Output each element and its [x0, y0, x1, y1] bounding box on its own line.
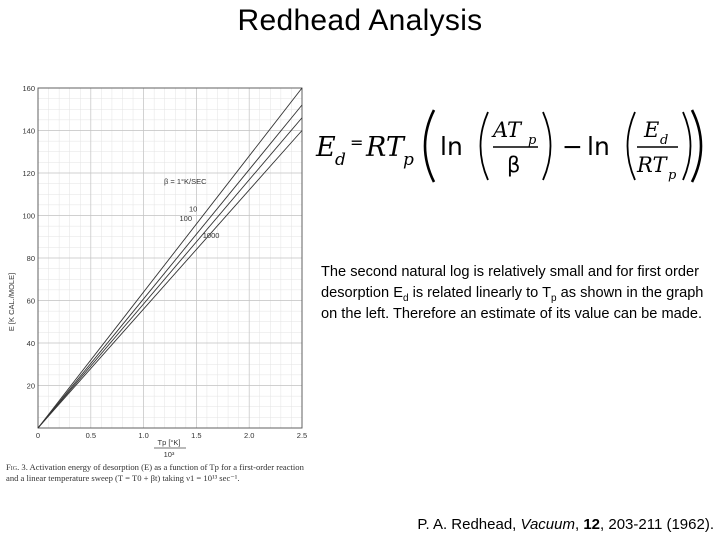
eq-energy: E — [315, 132, 336, 163]
x-tick-label: 1.5 — [191, 431, 201, 440]
eq-minus: − — [562, 132, 583, 161]
series-line-beta-100 — [37, 117, 303, 429]
citation-journal: Vacuum — [520, 516, 575, 533]
y-tick-label: 160 — [22, 84, 35, 93]
eq-num1: AT — [491, 118, 523, 142]
y-axis-label: E [K CAL./MOLE] — [7, 273, 16, 331]
eq-den2: RT — [636, 153, 668, 177]
citation-authors: P. A. Redhead, — [417, 516, 521, 533]
eq-inner-paren-open-2 — [626, 111, 636, 181]
redhead-figure: 0 0.5 1.0 1.5 2.0 2.5 20 40 60 80 100 120 140 160 10 1… — [4, 82, 316, 500]
eq-left-paren-1 — [423, 109, 436, 183]
line-label-beta-10: 10 — [189, 205, 197, 214]
beta-label: β = 1°K/SEC — [164, 177, 207, 186]
plot-frame — [37, 87, 303, 429]
citation-volume: 12 — [583, 516, 601, 533]
eq-ln-1: ln — [440, 132, 463, 161]
explanation-text-c: as shown in the graph on the left. There… — [321, 285, 704, 322]
eq-ln-2: ln — [587, 132, 610, 161]
y-tick-label: 60 — [27, 297, 35, 306]
eq-energy-subscript: d — [335, 150, 346, 170]
eq-inner-paren-close-1 — [542, 111, 552, 181]
caption-figure-number: Fig. 3. — [6, 462, 28, 472]
eq-rt: RT — [365, 132, 406, 163]
y-tick-label: 140 — [22, 127, 35, 136]
eq-right-paren-1 — [690, 109, 703, 183]
slide-title: Redhead Analysis — [237, 4, 483, 37]
eq-num2: E — [643, 118, 659, 142]
eq-num1-subscript: p — [528, 133, 537, 148]
series-line-beta-10 — [37, 104, 303, 429]
x-tick-label: 2.5 — [297, 431, 307, 440]
series-line-beta-1000 — [37, 130, 303, 429]
eq-rt-subscript: p — [403, 150, 414, 170]
citation-pages: , 203-211 (1962). — [600, 516, 714, 533]
caption-text: Activation energy of desorption (E) as a… — [6, 462, 304, 483]
line-label-beta-100: 100 — [180, 214, 193, 223]
eq-den1: β — [507, 153, 520, 177]
explanation-text-a: The second natural log is relatively sma… — [321, 264, 699, 301]
citation: P. A. Redhead, Vacuum, 12, 203-211 (1962… — [417, 516, 714, 533]
explanation-subscript-d: d — [402, 292, 409, 304]
explanation-subscript-p: p — [551, 292, 557, 304]
y-tick-label: 20 — [27, 382, 35, 391]
explanation-text-b: is related linearly to T — [408, 285, 552, 301]
y-tick-label: 120 — [22, 169, 35, 178]
x-tick-label: 0.5 — [86, 431, 96, 440]
citation-separator: , — [575, 516, 584, 533]
y-tick-label: 80 — [27, 254, 35, 263]
series-line-beta-1 — [37, 87, 303, 429]
figure-caption: Fig. 3. Activation energy of desorption … — [6, 462, 306, 484]
x-axis-label: Tp [°K] — [157, 438, 180, 447]
eq-inner-paren-close-2 — [682, 111, 692, 181]
explanation-paragraph: The second natural log is relatively sma… — [321, 262, 713, 325]
x-tick-label: 1.0 — [138, 431, 148, 440]
eq-inner-paren-open-1 — [479, 111, 489, 181]
eq-num2-subscript: d — [660, 133, 668, 148]
eq-equals: = — [350, 133, 363, 152]
redhead-equation: E d = RT p ln AT p β − ln E d RT p — [312, 96, 712, 196]
y-tick-label: 100 — [22, 212, 35, 221]
x-tick-label: 2.0 — [244, 431, 254, 440]
x-tick-label: 0 — [36, 431, 40, 440]
eq-den2-subscript: p — [668, 168, 677, 183]
line-label-beta-1000: 1000 — [203, 231, 220, 240]
x-axis-scale: 10³ — [164, 450, 175, 459]
y-tick-label: 40 — [27, 339, 35, 348]
